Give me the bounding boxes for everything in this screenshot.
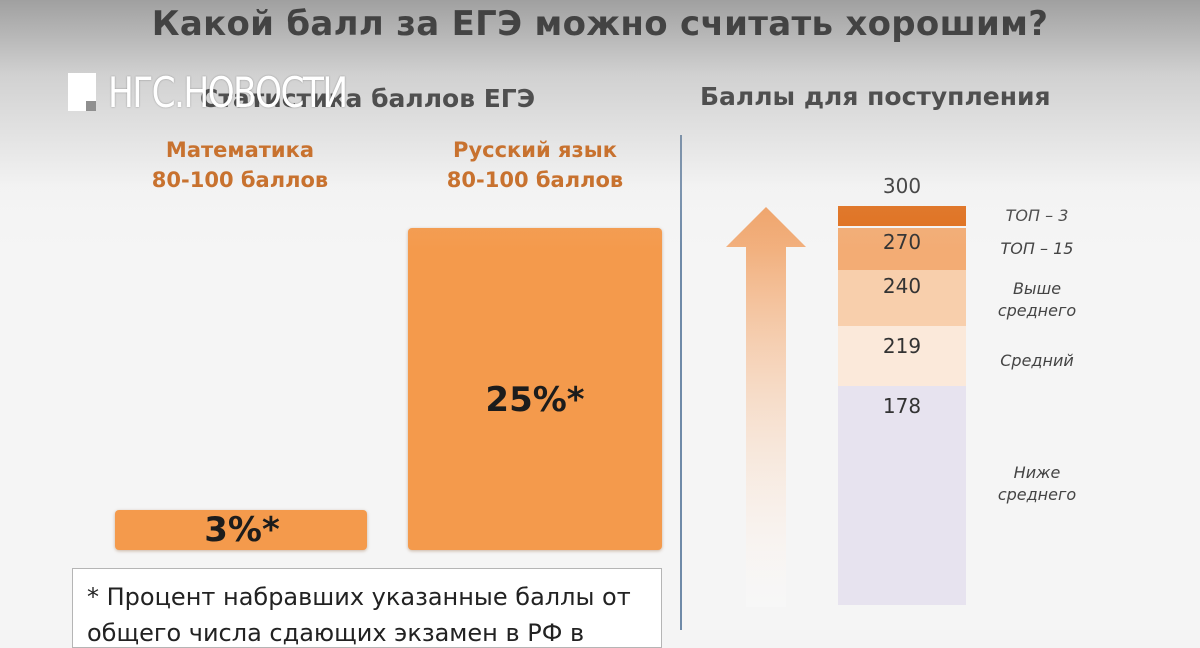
category-label: Математика 80-100 баллов <box>151 138 329 192</box>
logo-text: НГС.НОВОСТИ <box>108 67 348 117</box>
scale-segment <box>838 326 966 386</box>
scale-segment <box>838 386 966 605</box>
scale-segment <box>838 270 966 326</box>
scale-value: 219 <box>882 334 922 358</box>
logo-mark-icon <box>68 73 96 111</box>
level-label: ТОП – 15 <box>1000 239 1074 258</box>
admission-scale: 300 270 240 219 178 <box>838 170 966 605</box>
scale-top-value: 300 <box>882 174 922 198</box>
footnote: * Процент набравших указанные баллы от о… <box>72 568 662 648</box>
level-label: Ниже среднего <box>997 463 1077 504</box>
up-arrow-icon <box>726 207 806 607</box>
scale-value: 178 <box>882 394 922 418</box>
category-label: Русский язык 80-100 баллов <box>446 138 624 192</box>
level-label: Средний <box>1000 351 1074 370</box>
level-label: Выше среднего <box>997 279 1077 320</box>
site-logo[interactable]: НГС.НОВОСТИ <box>68 67 399 117</box>
panel-divider <box>680 135 682 630</box>
bar-value-label: 25%* <box>485 380 585 420</box>
scale-value: 240 <box>882 274 922 298</box>
scale-segment <box>838 206 966 226</box>
page-title: Какой балл за ЕГЭ можно считать хорошим? <box>151 4 1049 44</box>
bar-value-label: 3%* <box>204 510 280 550</box>
scale-value: 270 <box>882 230 922 254</box>
bar <box>408 228 662 550</box>
bar <box>115 510 367 550</box>
level-label: ТОП – 3 <box>1005 206 1069 225</box>
right-chart-title: Баллы для поступления <box>700 82 1051 111</box>
